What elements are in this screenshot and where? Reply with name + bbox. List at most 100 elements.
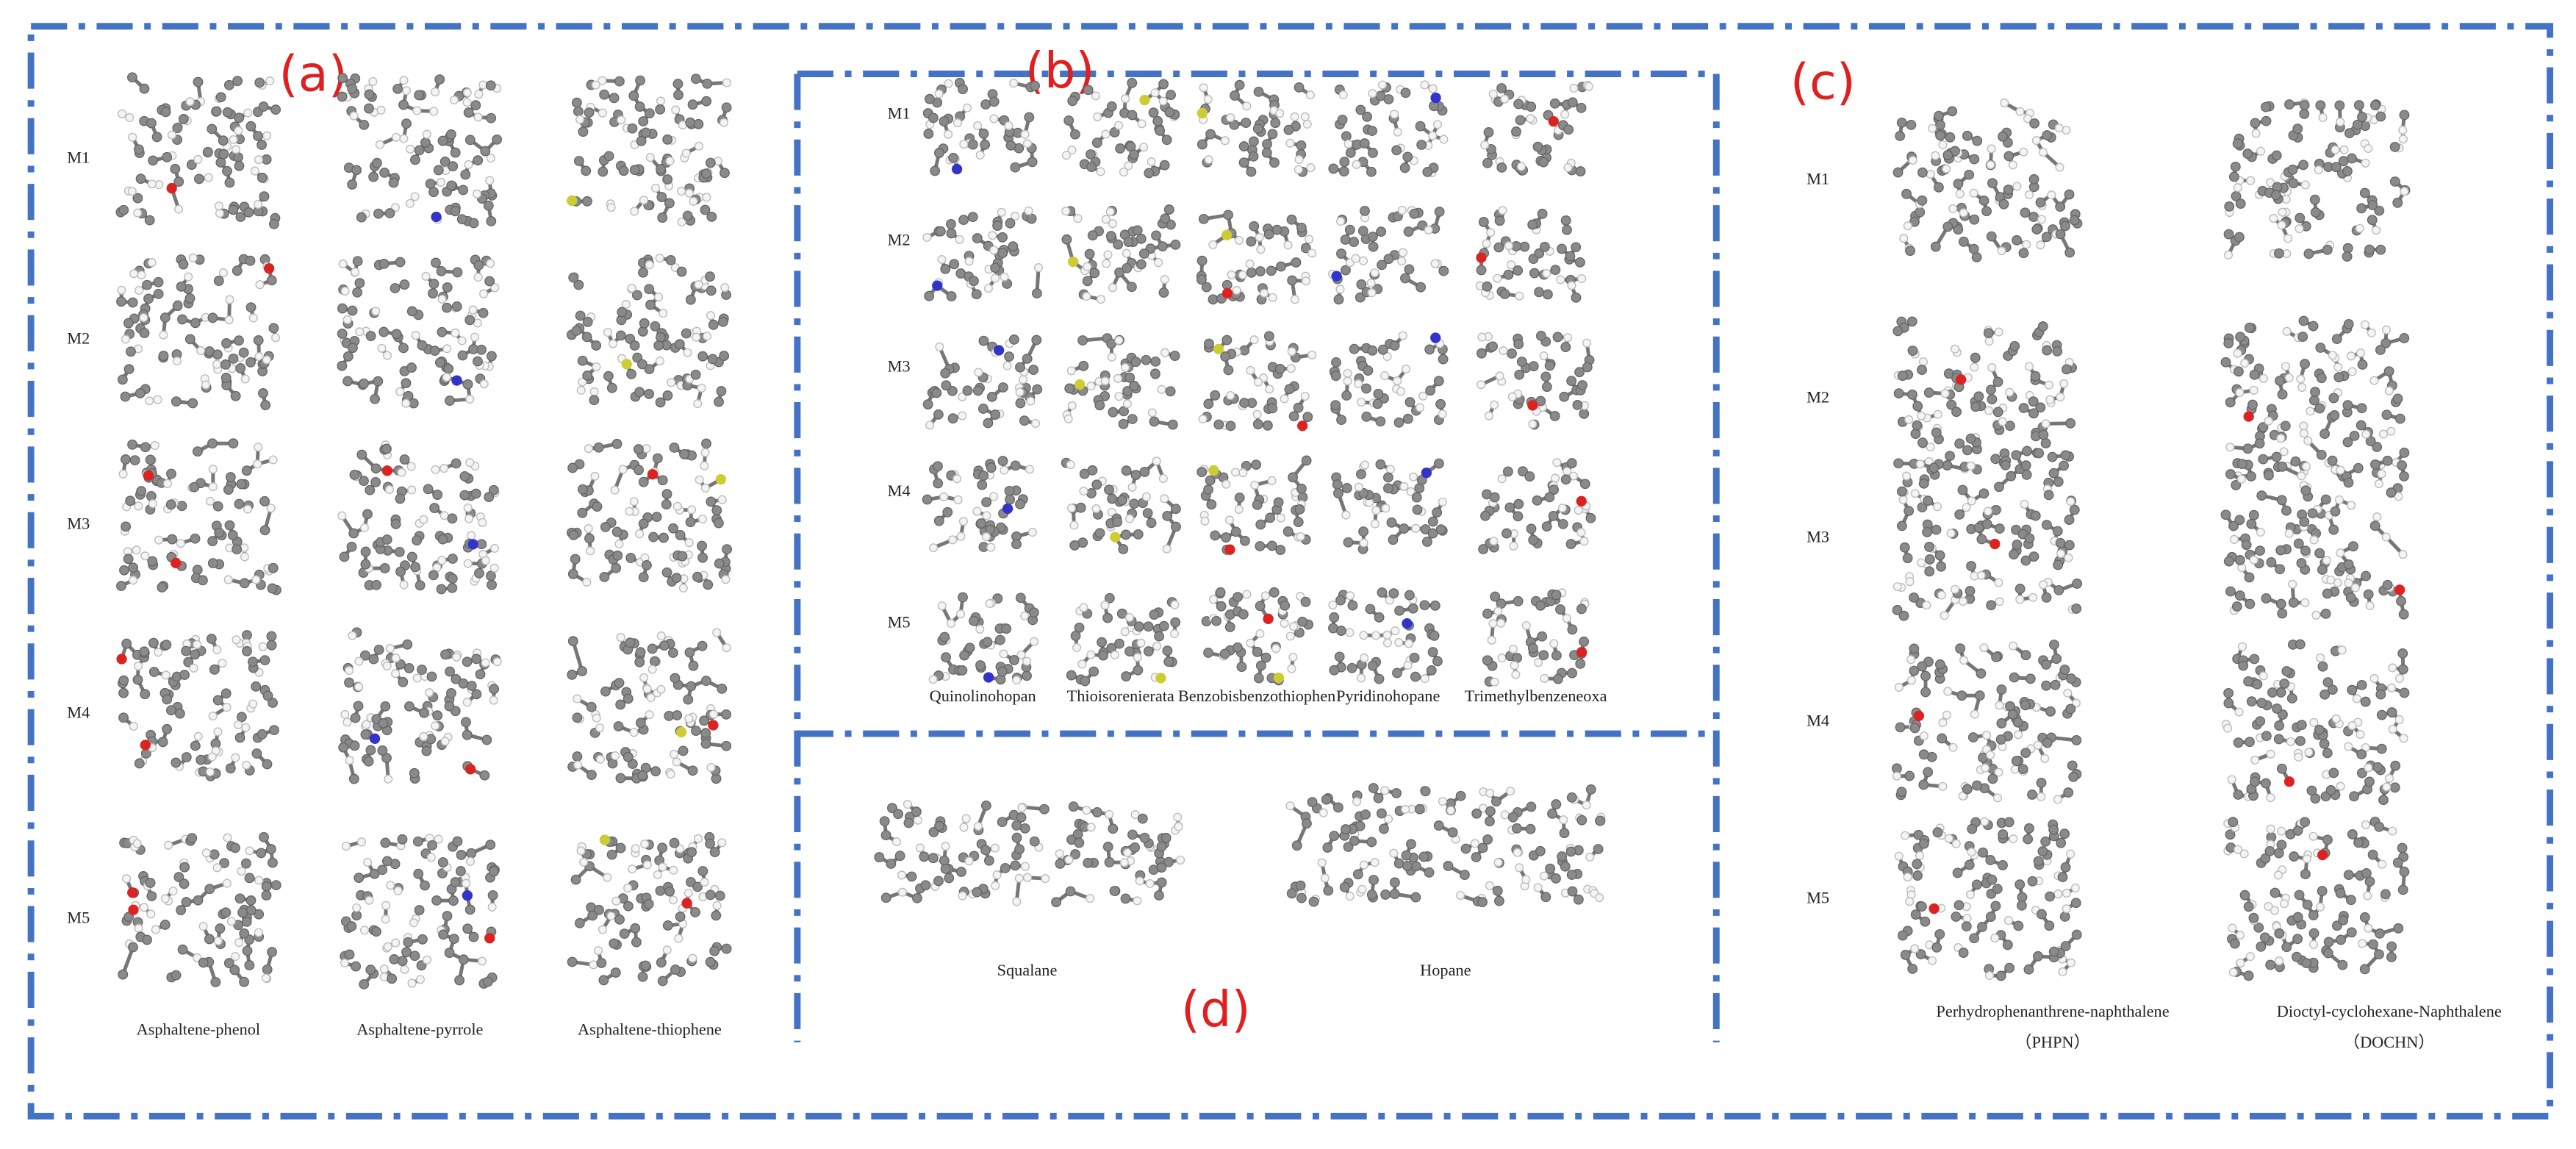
carbon	[118, 687, 129, 698]
carbon	[1061, 234, 1072, 245]
carbon	[980, 99, 991, 110]
carbon	[485, 840, 496, 851]
carbon	[349, 740, 360, 751]
carbon	[986, 462, 997, 473]
heteroatom	[381, 465, 393, 476]
carbon	[628, 90, 639, 101]
carbon	[395, 257, 406, 268]
carbon	[635, 717, 646, 729]
hydrogen	[222, 703, 232, 712]
carbon	[268, 323, 279, 334]
hydrogen	[148, 499, 157, 509]
carbon	[132, 674, 143, 685]
molecule	[118, 831, 281, 987]
hydrogen	[393, 886, 403, 895]
hydrogen	[645, 260, 654, 270]
hydrogen	[363, 857, 373, 867]
carbon	[153, 276, 164, 287]
carbon	[1104, 484, 1114, 495]
carbon	[1562, 224, 1572, 235]
hydrogen	[1343, 368, 1352, 378]
carbon	[437, 135, 448, 146]
carbon	[136, 486, 147, 497]
hydrogen	[590, 471, 600, 481]
carbon	[241, 858, 251, 869]
hydrogen	[384, 484, 394, 494]
carbon	[457, 350, 468, 361]
hydrogen	[265, 76, 275, 86]
carbon	[220, 373, 232, 383]
hydrogen	[399, 580, 409, 590]
carbon	[1400, 273, 1410, 284]
carbon	[1363, 365, 1374, 376]
hydrogen	[712, 901, 722, 910]
carbon	[267, 583, 278, 594]
hydrogen	[254, 352, 264, 362]
hydrogen	[356, 837, 366, 847]
carbon	[148, 667, 159, 677]
carbon	[251, 681, 262, 692]
outer-frame	[27, 23, 2554, 1120]
hydrogen	[1432, 120, 1443, 129]
carbon	[679, 448, 689, 459]
carbon	[668, 523, 678, 534]
carbon	[572, 712, 583, 723]
hydrogen	[352, 903, 362, 912]
molecule	[1196, 79, 1316, 177]
carbon	[222, 107, 233, 118]
carbon	[245, 895, 256, 906]
carbon	[1141, 354, 1152, 365]
carbon	[162, 723, 173, 734]
carbon	[140, 442, 151, 453]
carbon	[700, 738, 711, 749]
hydrogen	[1569, 83, 1579, 93]
carbon	[1566, 376, 1577, 387]
carbon	[197, 575, 208, 586]
carbon	[123, 554, 134, 565]
carbon	[1077, 335, 1088, 346]
hydrogen	[486, 259, 495, 268]
carbon	[353, 701, 364, 712]
hydrogen	[1428, 131, 1438, 140]
carbon	[573, 156, 584, 166]
hydrogen	[955, 235, 964, 244]
carbon	[1151, 230, 1162, 241]
heteroatom	[484, 933, 495, 944]
carbon	[1094, 400, 1105, 411]
hydrogen	[253, 459, 262, 469]
hydrogen	[462, 98, 472, 107]
carbon	[623, 693, 634, 704]
carbon	[470, 488, 481, 499]
hydrogen	[1275, 109, 1285, 118]
hydrogen	[1226, 391, 1235, 401]
carbon	[1130, 470, 1141, 480]
carbon	[235, 212, 246, 222]
carbon	[638, 267, 648, 278]
hydrogen	[706, 311, 716, 321]
molecule	[1062, 333, 1180, 430]
carbon	[486, 215, 497, 226]
carbon	[193, 76, 204, 87]
carbon	[924, 290, 935, 301]
hydrogen	[1290, 295, 1299, 304]
carbon	[687, 99, 698, 110]
carbon	[1345, 147, 1356, 158]
hydrogen	[952, 474, 962, 484]
carbon	[586, 701, 597, 712]
carbon	[232, 265, 243, 276]
carbon	[337, 303, 348, 314]
carbon	[440, 649, 451, 660]
carbon	[1241, 118, 1252, 128]
carbon	[1526, 101, 1537, 112]
carbon	[179, 862, 190, 873]
hydrogen	[611, 751, 620, 761]
carbon	[606, 382, 617, 393]
hydrogen	[1305, 235, 1314, 244]
carbon	[577, 484, 588, 495]
carbon	[637, 770, 648, 781]
hydrogen	[1283, 240, 1293, 250]
carbon	[670, 964, 681, 975]
carbon	[377, 865, 388, 876]
carbon	[256, 848, 267, 859]
hydrogen	[645, 710, 654, 720]
